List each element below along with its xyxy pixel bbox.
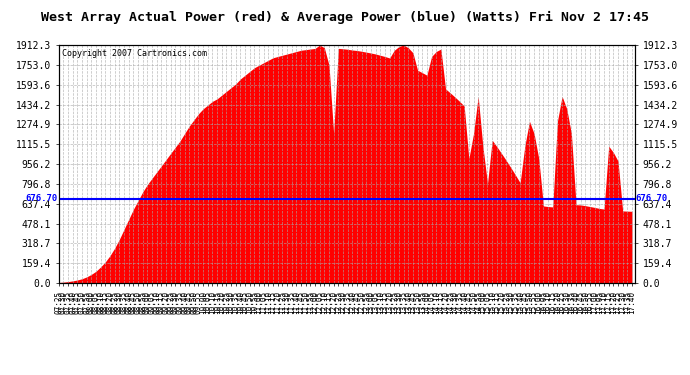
Text: West Array Actual Power (red) & Average Power (blue) (Watts) Fri Nov 2 17:45: West Array Actual Power (red) & Average …: [41, 11, 649, 24]
Text: 676.70: 676.70: [26, 194, 58, 203]
Text: 676.70: 676.70: [635, 194, 668, 203]
Text: Copyright 2007 Cartronics.com: Copyright 2007 Cartronics.com: [61, 49, 206, 58]
